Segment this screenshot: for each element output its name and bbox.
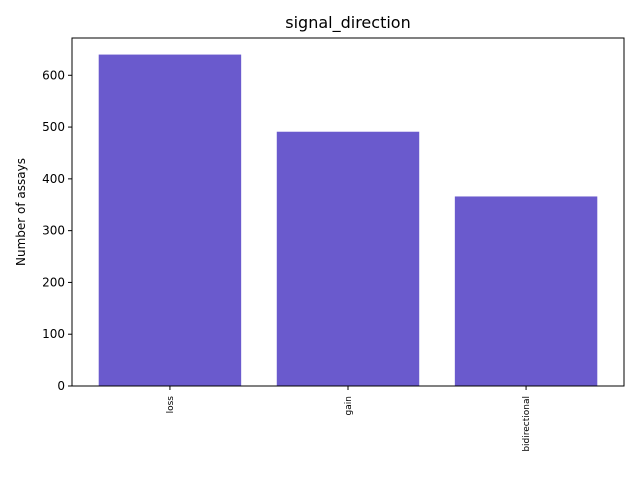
y-tick-label: 100 — [42, 327, 65, 341]
bar-gain — [276, 131, 420, 386]
y-tick-label: 500 — [42, 120, 65, 134]
y-tick-label: 300 — [42, 224, 65, 238]
x-tick-label: gain — [344, 396, 354, 415]
plot-frame — [71, 37, 625, 387]
y-tick-label: 400 — [42, 172, 65, 186]
y-tick-label: 600 — [42, 68, 65, 82]
bar-bidirectional — [454, 196, 598, 386]
y-axis-label: Number of assays — [14, 158, 28, 266]
bars-group — [98, 54, 598, 386]
bar-loss — [98, 54, 242, 386]
y-tick-label: 0 — [57, 379, 65, 393]
y-axis: 0 100 200 300 400 500 600 — [42, 68, 72, 393]
x-tick-label: loss — [166, 396, 176, 414]
chart-title: signal_direction — [285, 13, 410, 33]
y-tick-label: 200 — [42, 275, 65, 289]
x-tick-label: bidirectional — [522, 396, 532, 452]
x-axis: loss gain bidirectional — [166, 386, 532, 452]
